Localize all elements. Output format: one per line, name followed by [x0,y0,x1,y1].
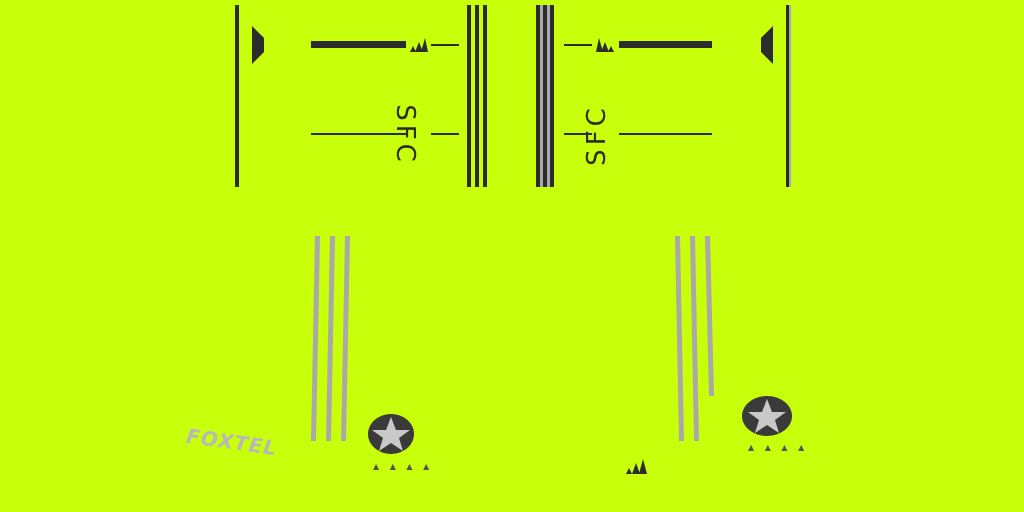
collar-bar-left [311,41,406,48]
sfc-line-left-b [431,133,459,135]
adidas-logo-icon [626,459,647,474]
badge-caption-right: ▲ ▲ ▲ ▲ [748,443,809,452]
sleeve-notch-right [761,26,773,64]
side-stripe-left-3 [483,5,487,187]
adidas-logo-icon [596,38,614,52]
side-stripe-left-2 [475,5,479,187]
side-stripe-right-4 [547,5,550,187]
sleeve-edge-left [235,5,239,187]
collar-line-right [564,44,592,46]
sfc-line-left-a [311,133,406,135]
side-stripe-left-1 [467,5,471,187]
star-badge-icon [368,414,414,454]
collar-bar-right [619,41,712,48]
sleeve-notch-left [252,26,264,64]
star-badge-icon [742,396,792,436]
sleeve-edge-right [786,5,789,187]
sleeve-edge-right-trim [789,5,791,187]
badge-caption-left: ▲ ▲ ▲ ▲ [373,462,434,471]
side-stripe-right-2 [540,5,543,187]
sfc-line-right-a [564,133,592,135]
sponsor-foxtel: FOXTEL [184,423,279,461]
shorts-stripes-right [675,236,714,441]
side-stripe-right-5 [550,5,554,187]
adidas-logo-icon [410,38,428,52]
collar-line-left [431,44,459,46]
club-initials-left: SFC [389,104,420,166]
side-stripe-right-1 [536,5,540,187]
shorts-stripes-left [311,236,350,441]
sfc-line-right-b [619,133,712,135]
club-initials-right: SFC [581,104,612,166]
side-stripe-right-3 [543,5,547,187]
